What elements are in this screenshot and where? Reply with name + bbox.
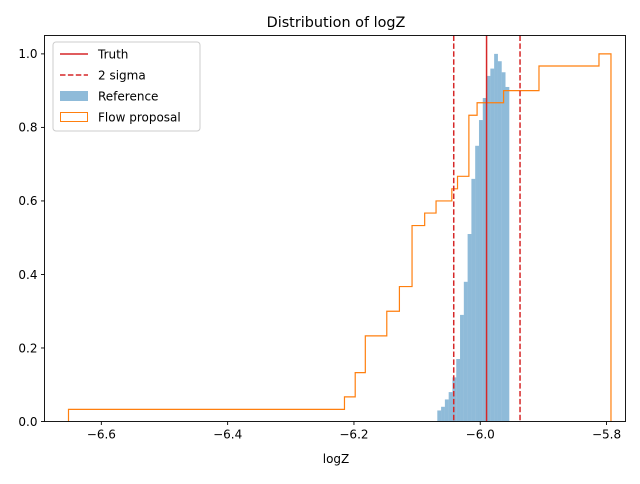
y-tick-label: 0.4 (18, 268, 37, 282)
reference-bar (471, 178, 476, 422)
legend-reference-swatch (60, 91, 88, 101)
x-axis-label: logZ (323, 452, 350, 466)
reference-bar (505, 86, 510, 422)
reference-bar (478, 120, 483, 422)
reference-bar (437, 410, 442, 422)
reference-bar (494, 53, 498, 422)
y-axis: 0.0 0.2 0.4 0.6 0.8 1.0 (18, 47, 45, 429)
legend-flow-label: Flow proposal (98, 111, 181, 125)
y-tick-label: 0.2 (18, 341, 37, 355)
reference-bar (444, 399, 449, 422)
x-tick-label: −6.0 (466, 428, 495, 442)
reference-bar (460, 314, 464, 422)
reference-bar (490, 68, 495, 422)
plot-frame (44, 35, 626, 422)
reference-bar (467, 234, 472, 422)
flow-proposal-step (67, 53, 612, 422)
legend-reference-label: Reference (98, 90, 158, 104)
y-tick-label: 0.0 (18, 415, 37, 429)
chart-title: Distribution of logZ (267, 15, 406, 31)
reference-bar (497, 61, 502, 422)
reference-bar (475, 145, 479, 422)
legend-sigma-label: 2 sigma (98, 69, 146, 83)
reference-bar (456, 359, 461, 422)
plot-area (67, 35, 612, 422)
reference-bar (448, 392, 453, 422)
x-tick-label: −6.2 (339, 428, 368, 442)
legend-box (52, 41, 201, 132)
reference-lines (452, 35, 521, 422)
y-tick-label: 0.8 (18, 121, 37, 135)
y-tick-label: 0.6 (18, 194, 37, 208)
legend-truth-label: Truth (97, 48, 128, 62)
x-tick-label: −6.4 (213, 428, 242, 442)
reference-bar (441, 406, 445, 422)
reference-bar (463, 281, 468, 422)
reference-bar (501, 72, 506, 422)
legend: Truth 2 sigma Reference Flow proposal (52, 41, 201, 132)
reference-bar (482, 97, 487, 422)
x-tick-label: −5.8 (592, 428, 621, 442)
reference-bar (486, 75, 491, 422)
flow-proposal-histogram (67, 53, 612, 422)
x-tick-label: −6.6 (87, 428, 116, 442)
y-tick-label: 1.0 (18, 47, 37, 61)
legend-flow-swatch (60, 112, 88, 122)
x-axis: −6.6 −6.4 −6.2 −6.0 −5.8 (87, 421, 621, 442)
